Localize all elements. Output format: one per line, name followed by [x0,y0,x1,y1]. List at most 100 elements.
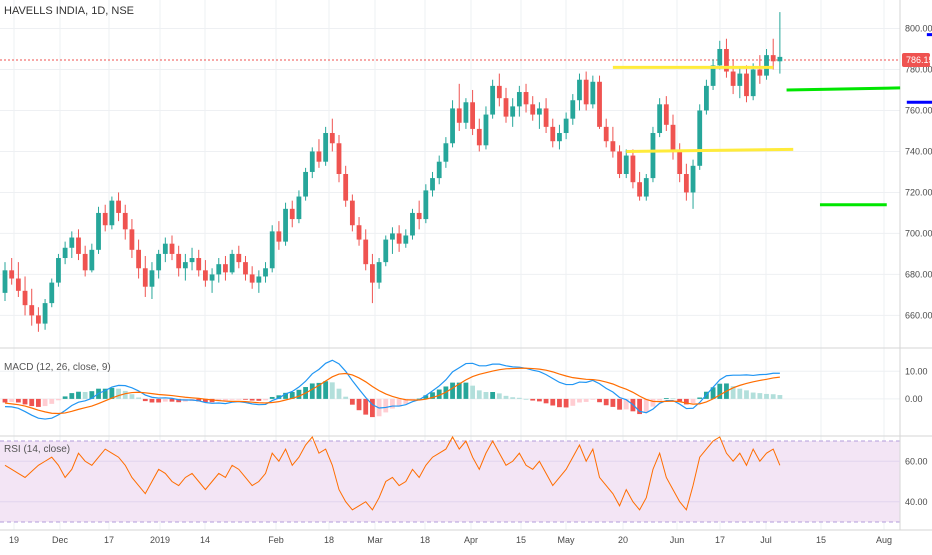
macd-histogram-bar [256,398,262,401]
candle-body [710,65,716,86]
macd-histogram-bar [436,389,442,399]
candle-body [129,229,135,250]
time-tick-label: Aug [876,535,892,545]
macd-histogram-bar [583,398,589,402]
rsi-band [0,441,900,522]
candle-body [236,253,242,263]
macd-histogram-bar [136,397,141,399]
macd-histogram-bar [82,392,88,399]
candle-body [42,303,48,324]
macd-histogram-bar [557,398,562,408]
candle-body [156,253,162,271]
macd-histogram-bar [276,395,282,399]
time-tick-label: 18 [324,535,334,545]
macd-histogram-bar [697,397,703,399]
macd-tick-label: 10.00 [905,366,928,376]
macd-layer [2,359,783,420]
macd-histogram-bar [109,387,115,399]
macd-histogram-bar [29,398,35,407]
macd-histogram-bar [643,398,649,413]
candle-body [169,243,175,254]
macd-histogram-bar [483,392,489,399]
candle-body [510,106,516,117]
candle-body [323,133,329,162]
candle-body [737,73,743,86]
macd-histogram-bar [69,393,75,399]
candle-body [583,79,589,105]
macd-histogram-bar [476,390,482,399]
macd-histogram-bar [2,398,8,403]
time-tick-label: 14 [200,535,210,545]
macd-label: MACD (12, 26, close, 9) [4,362,111,373]
candles-layer [2,12,783,332]
candle-body [329,133,335,144]
candle-body [209,274,215,281]
macd-histogram-bar [710,387,716,399]
macd-histogram-bar [336,388,342,399]
candle-body [383,239,389,263]
candle-body [229,253,235,273]
macd-histogram-bar [269,396,275,399]
candle-body [423,190,429,220]
macd-histogram-bar [223,398,228,402]
candle-body [450,108,455,144]
macd-histogram-bar [56,398,61,401]
macd-histogram-bar [363,398,369,415]
macd-histogram-bar [283,392,288,399]
candle-body [704,85,709,111]
candle-body [49,282,55,304]
time-tick-label: May [557,535,575,545]
candle-body [76,237,81,254]
candle-body [390,233,395,240]
macd-histogram-bar [403,398,409,404]
macd-histogram-bar [717,383,723,399]
macd-histogram-bar [22,398,28,405]
macd-histogram-bar [563,398,569,408]
candle-body [403,235,409,244]
channel-line-green[interactable] [786,86,901,92]
macd-histogram-bar [657,398,663,401]
macd-histogram-bar [610,398,616,407]
candle-body [82,253,88,271]
macd-histogram-bar [349,398,355,405]
macd-histogram-bar [243,398,248,400]
time-tick-label: 17 [104,535,114,545]
candle-body [356,225,362,240]
macd-histogram-bar [637,398,642,415]
candle-body [523,92,529,105]
candle-body [396,233,402,244]
candle-body [770,55,776,62]
macd-histogram-bar [577,398,582,403]
macd-histogram-bar [490,392,496,399]
macd-histogram-bar [603,398,609,406]
candle-body [563,118,569,134]
macd-histogram-bar [677,398,683,402]
candle-body [309,151,315,172]
macd-histogram-bar [423,395,429,399]
last-price-tag [902,53,930,67]
candle-body [670,124,676,152]
time-tick-label: Feb [268,535,284,545]
channel-line-yellow[interactable] [626,147,794,153]
candle-body [149,270,155,287]
macd-histogram-bar [463,382,469,399]
candle-body [683,174,689,193]
candle-body [597,81,602,127]
candle-body [343,174,349,201]
candle-body [643,178,649,197]
candle-body [603,126,609,142]
macd-histogram-bar [523,398,529,400]
candle-body [56,258,61,283]
macd-histogram-bar [503,395,509,399]
macd-histogram-bar [142,398,148,402]
macd-histogram-bar [169,398,175,402]
macd-histogram-bar [370,398,375,418]
candle-body [744,73,749,97]
macd-histogram-bar [196,398,202,402]
time-tick-label: 15 [816,535,826,545]
macd-histogram-bar [450,382,455,399]
candle-body [15,278,21,291]
time-tick-label: Mar [367,535,383,545]
